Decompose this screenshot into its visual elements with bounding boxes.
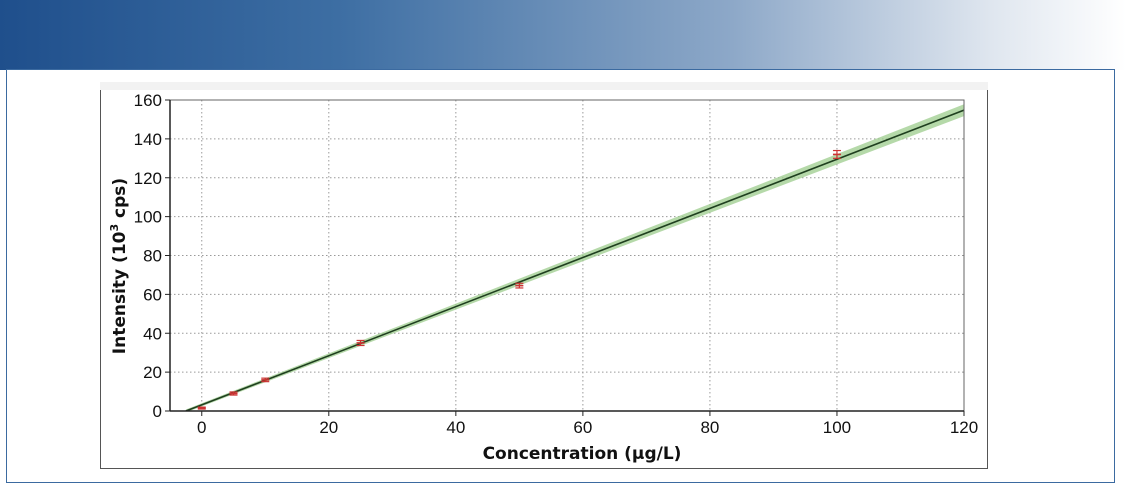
x-tick-label: 20: [319, 418, 338, 437]
header-banner: [0, 0, 1126, 70]
confidence-band: [185, 104, 964, 411]
y-tick-label: 20: [143, 363, 162, 382]
y-tick-label: 60: [143, 285, 162, 304]
data-point: [832, 149, 841, 159]
y-axis-title-exponent: 3: [108, 224, 121, 232]
y-tick-label: 40: [143, 324, 162, 343]
grid-lines: [170, 99, 965, 412]
data-points: [197, 149, 841, 410]
y-tick-label: 100: [134, 208, 162, 227]
x-tick-label: 100: [823, 418, 851, 437]
x-tick-label: 40: [446, 418, 465, 437]
x-tick-label: 80: [700, 418, 719, 437]
x-tick-label: 120: [950, 418, 978, 437]
data-point: [261, 377, 270, 383]
y-tick-label: 80: [143, 247, 162, 266]
y-tick-label: 140: [134, 130, 162, 149]
x-tick-labels: 0 20 40 60 80 100 120: [197, 418, 978, 437]
confidence-band-area: [185, 104, 964, 411]
x-tick-label: 0: [197, 418, 206, 437]
y-axis-title-suffix: cps): [110, 178, 130, 224]
y-tick-labels: 0 20 40 60 80 100 120 140 160: [134, 91, 162, 421]
data-point: [515, 282, 524, 289]
data-point: [229, 391, 238, 396]
data-point: [197, 406, 206, 410]
fit-line-group: [185, 109, 964, 411]
chart-toolbar-strip: [100, 82, 988, 90]
x-axis-title: Concentration (μg/L): [483, 444, 682, 464]
x-tick-label: 60: [573, 418, 592, 437]
y-axis-title: Intensity (103 cps): [108, 178, 130, 354]
fit-line: [185, 109, 964, 411]
y-tick-label: 0: [153, 402, 162, 421]
y-tick-label: 160: [134, 91, 162, 110]
data-point: [356, 339, 365, 347]
axes: [165, 99, 965, 416]
y-tick-label: 120: [134, 169, 162, 188]
y-axis-title-prefix: Intensity (10: [110, 231, 130, 354]
